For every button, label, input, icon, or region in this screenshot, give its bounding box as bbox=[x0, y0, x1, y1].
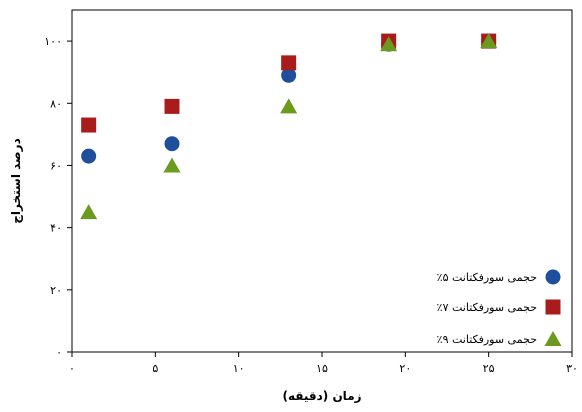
x-tick-label: ۲۰ bbox=[399, 362, 411, 375]
data-point-square bbox=[81, 117, 97, 133]
legend-label: ٪۵ حجمی سورفکتانت bbox=[437, 271, 537, 284]
data-point-triangle bbox=[380, 36, 398, 52]
data-point-triangle bbox=[280, 98, 298, 114]
legend-label: ٪۷ حجمی سورفکتانت bbox=[437, 301, 537, 314]
data-point-triangle bbox=[480, 33, 498, 49]
data-point-circle bbox=[81, 148, 97, 164]
series-triangle bbox=[80, 33, 498, 220]
data-point-triangle bbox=[163, 157, 181, 173]
y-tick-label: ۰ bbox=[56, 346, 62, 359]
x-tick-label: ۲۵ bbox=[483, 362, 495, 375]
series-square bbox=[81, 33, 497, 133]
data-point-circle bbox=[281, 67, 297, 83]
data-points bbox=[80, 33, 498, 220]
x-tick-label: ۰ bbox=[69, 362, 75, 375]
data-point-triangle bbox=[80, 204, 98, 220]
y-tick-label: ۱۰۰ bbox=[44, 35, 62, 48]
legend: ٪۵ حجمی سورفکتانت ٪۷ حجمی سورفکتانت ٪۹ حجم… bbox=[437, 269, 562, 346]
data-point-square bbox=[164, 98, 180, 114]
y-tick-label: ۶۰ bbox=[50, 159, 62, 172]
x-tick-label: ۳۰ bbox=[566, 362, 578, 375]
legend-marker-triangle bbox=[544, 331, 562, 346]
data-point-square bbox=[281, 55, 297, 71]
x-axis-title: زمان (دقیقه) bbox=[282, 389, 361, 403]
legend-marker-circle bbox=[545, 269, 561, 285]
y-tick-label: ۲۰ bbox=[50, 284, 62, 297]
y-axis: ۰ ۲۰ ۴۰ ۶۰ ۸۰ ۱۰۰ bbox=[44, 35, 72, 359]
data-point-circle bbox=[164, 136, 180, 152]
x-axis: ۰ ۵ ۱۰ ۱۵ ۲۰ ۲۵ ۳۰ bbox=[69, 352, 578, 375]
x-tick-label: ۱۰ bbox=[233, 362, 245, 375]
y-tick-label: ۴۰ bbox=[50, 222, 62, 235]
y-axis-title: درصد استخراج bbox=[9, 138, 23, 223]
legend-marker-square bbox=[545, 299, 561, 315]
legend-label: ٪۹ حجمی سورفکتانت bbox=[437, 333, 537, 346]
y-tick-label: ۸۰ bbox=[50, 97, 62, 110]
x-tick-label: ۵ bbox=[152, 362, 158, 375]
x-tick-label: ۱۵ bbox=[316, 362, 328, 375]
